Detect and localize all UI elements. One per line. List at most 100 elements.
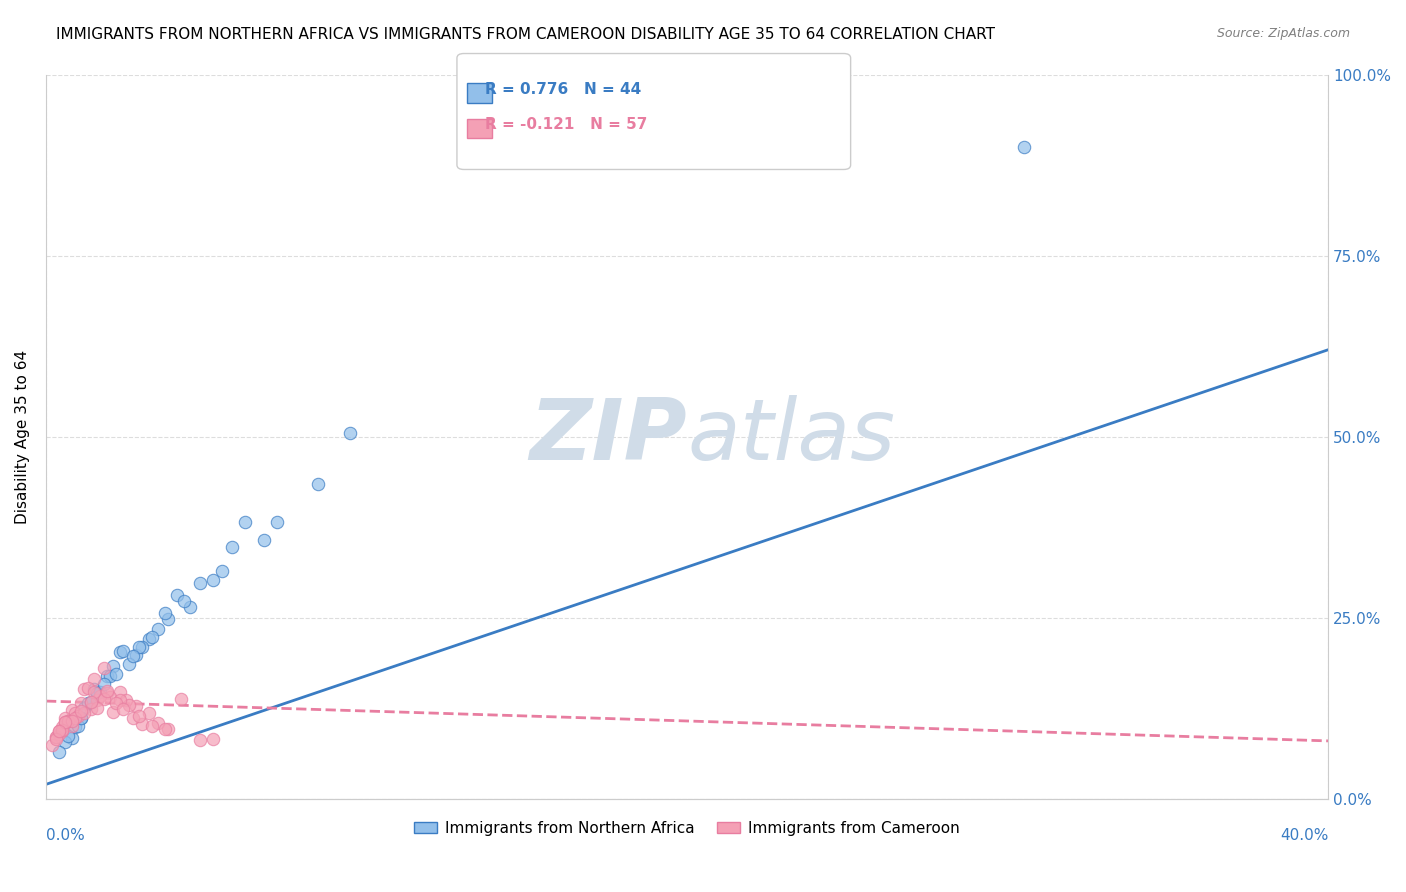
- Point: [73, 681, 96, 696]
- Point: [131, 717, 153, 731]
- Text: ZIP: ZIP: [530, 395, 688, 478]
- Point: [60, 703, 83, 717]
- Point: [98, 690, 121, 705]
- Y-axis label: Disability Age 35 to 64: Disability Age 35 to 64: [15, 350, 30, 524]
- Point: [80, 695, 103, 709]
- Point: [53, 711, 76, 725]
- Point: [156, 722, 179, 736]
- Point: [41, 738, 63, 752]
- Point: [96, 686, 118, 700]
- Point: [179, 599, 201, 614]
- Point: [253, 533, 276, 547]
- Point: [128, 708, 150, 723]
- Point: [108, 645, 131, 659]
- Point: [63, 720, 86, 734]
- Point: [76, 681, 98, 695]
- Point: [211, 564, 233, 578]
- Point: [58, 729, 80, 743]
- Point: [83, 685, 105, 699]
- Point: [111, 702, 134, 716]
- Point: [48, 746, 70, 760]
- Point: [51, 723, 73, 737]
- Point: [58, 714, 80, 728]
- Point: [86, 686, 108, 700]
- Point: [108, 684, 131, 698]
- Point: [60, 714, 83, 728]
- Point: [103, 705, 125, 719]
- Point: [166, 588, 188, 602]
- Point: [66, 709, 89, 723]
- Text: R = -0.121   N = 57: R = -0.121 N = 57: [485, 118, 647, 132]
- Point: [45, 731, 67, 745]
- Point: [96, 669, 118, 683]
- Point: [70, 704, 93, 718]
- Point: [48, 723, 70, 738]
- Point: [121, 711, 143, 725]
- Point: [153, 722, 176, 736]
- Legend: Immigrants from Northern Africa, Immigrants from Cameroon: Immigrants from Northern Africa, Immigra…: [408, 814, 966, 842]
- Point: [76, 696, 98, 710]
- Point: [103, 659, 125, 673]
- Point: [138, 706, 160, 721]
- Point: [45, 731, 67, 745]
- Point: [108, 692, 131, 706]
- Point: [83, 673, 105, 687]
- Text: Source: ZipAtlas.com: Source: ZipAtlas.com: [1216, 27, 1350, 40]
- Point: [51, 720, 73, 734]
- Point: [58, 714, 80, 729]
- Point: [93, 661, 115, 675]
- Point: [70, 696, 93, 710]
- Point: [141, 719, 163, 733]
- Point: [156, 612, 179, 626]
- Point: [118, 657, 141, 672]
- Point: [201, 732, 224, 747]
- Point: [146, 622, 169, 636]
- Point: [53, 714, 76, 729]
- Point: [73, 706, 96, 720]
- Point: [66, 719, 89, 733]
- Point: [131, 640, 153, 654]
- Text: R = 0.776   N = 44: R = 0.776 N = 44: [485, 82, 641, 96]
- Point: [70, 711, 93, 725]
- Point: [53, 714, 76, 729]
- Point: [48, 724, 70, 739]
- Point: [153, 606, 176, 620]
- Point: [48, 727, 70, 741]
- Point: [118, 698, 141, 713]
- Point: [89, 685, 111, 699]
- Point: [63, 711, 86, 725]
- Point: [125, 699, 148, 714]
- Text: 40.0%: 40.0%: [1279, 828, 1329, 843]
- Point: [86, 700, 108, 714]
- Point: [53, 735, 76, 749]
- Point: [80, 695, 103, 709]
- Point: [307, 476, 329, 491]
- Point: [121, 649, 143, 664]
- Point: [73, 701, 96, 715]
- Point: [169, 692, 191, 706]
- Point: [60, 719, 83, 733]
- Point: [146, 715, 169, 730]
- Point: [233, 515, 256, 529]
- Point: [125, 648, 148, 663]
- Point: [188, 576, 211, 591]
- Point: [173, 594, 195, 608]
- Text: atlas: atlas: [688, 395, 896, 478]
- Point: [115, 693, 138, 707]
- Point: [141, 630, 163, 644]
- Point: [266, 515, 288, 529]
- Point: [63, 706, 86, 720]
- Point: [221, 540, 243, 554]
- Point: [111, 644, 134, 658]
- Point: [93, 692, 115, 706]
- Point: [60, 731, 83, 745]
- Point: [89, 689, 111, 703]
- Text: 0.0%: 0.0%: [46, 828, 84, 843]
- Point: [70, 711, 93, 725]
- Point: [83, 681, 105, 696]
- Point: [105, 667, 128, 681]
- Point: [80, 702, 103, 716]
- Point: [138, 632, 160, 646]
- Point: [105, 696, 128, 710]
- Point: [201, 573, 224, 587]
